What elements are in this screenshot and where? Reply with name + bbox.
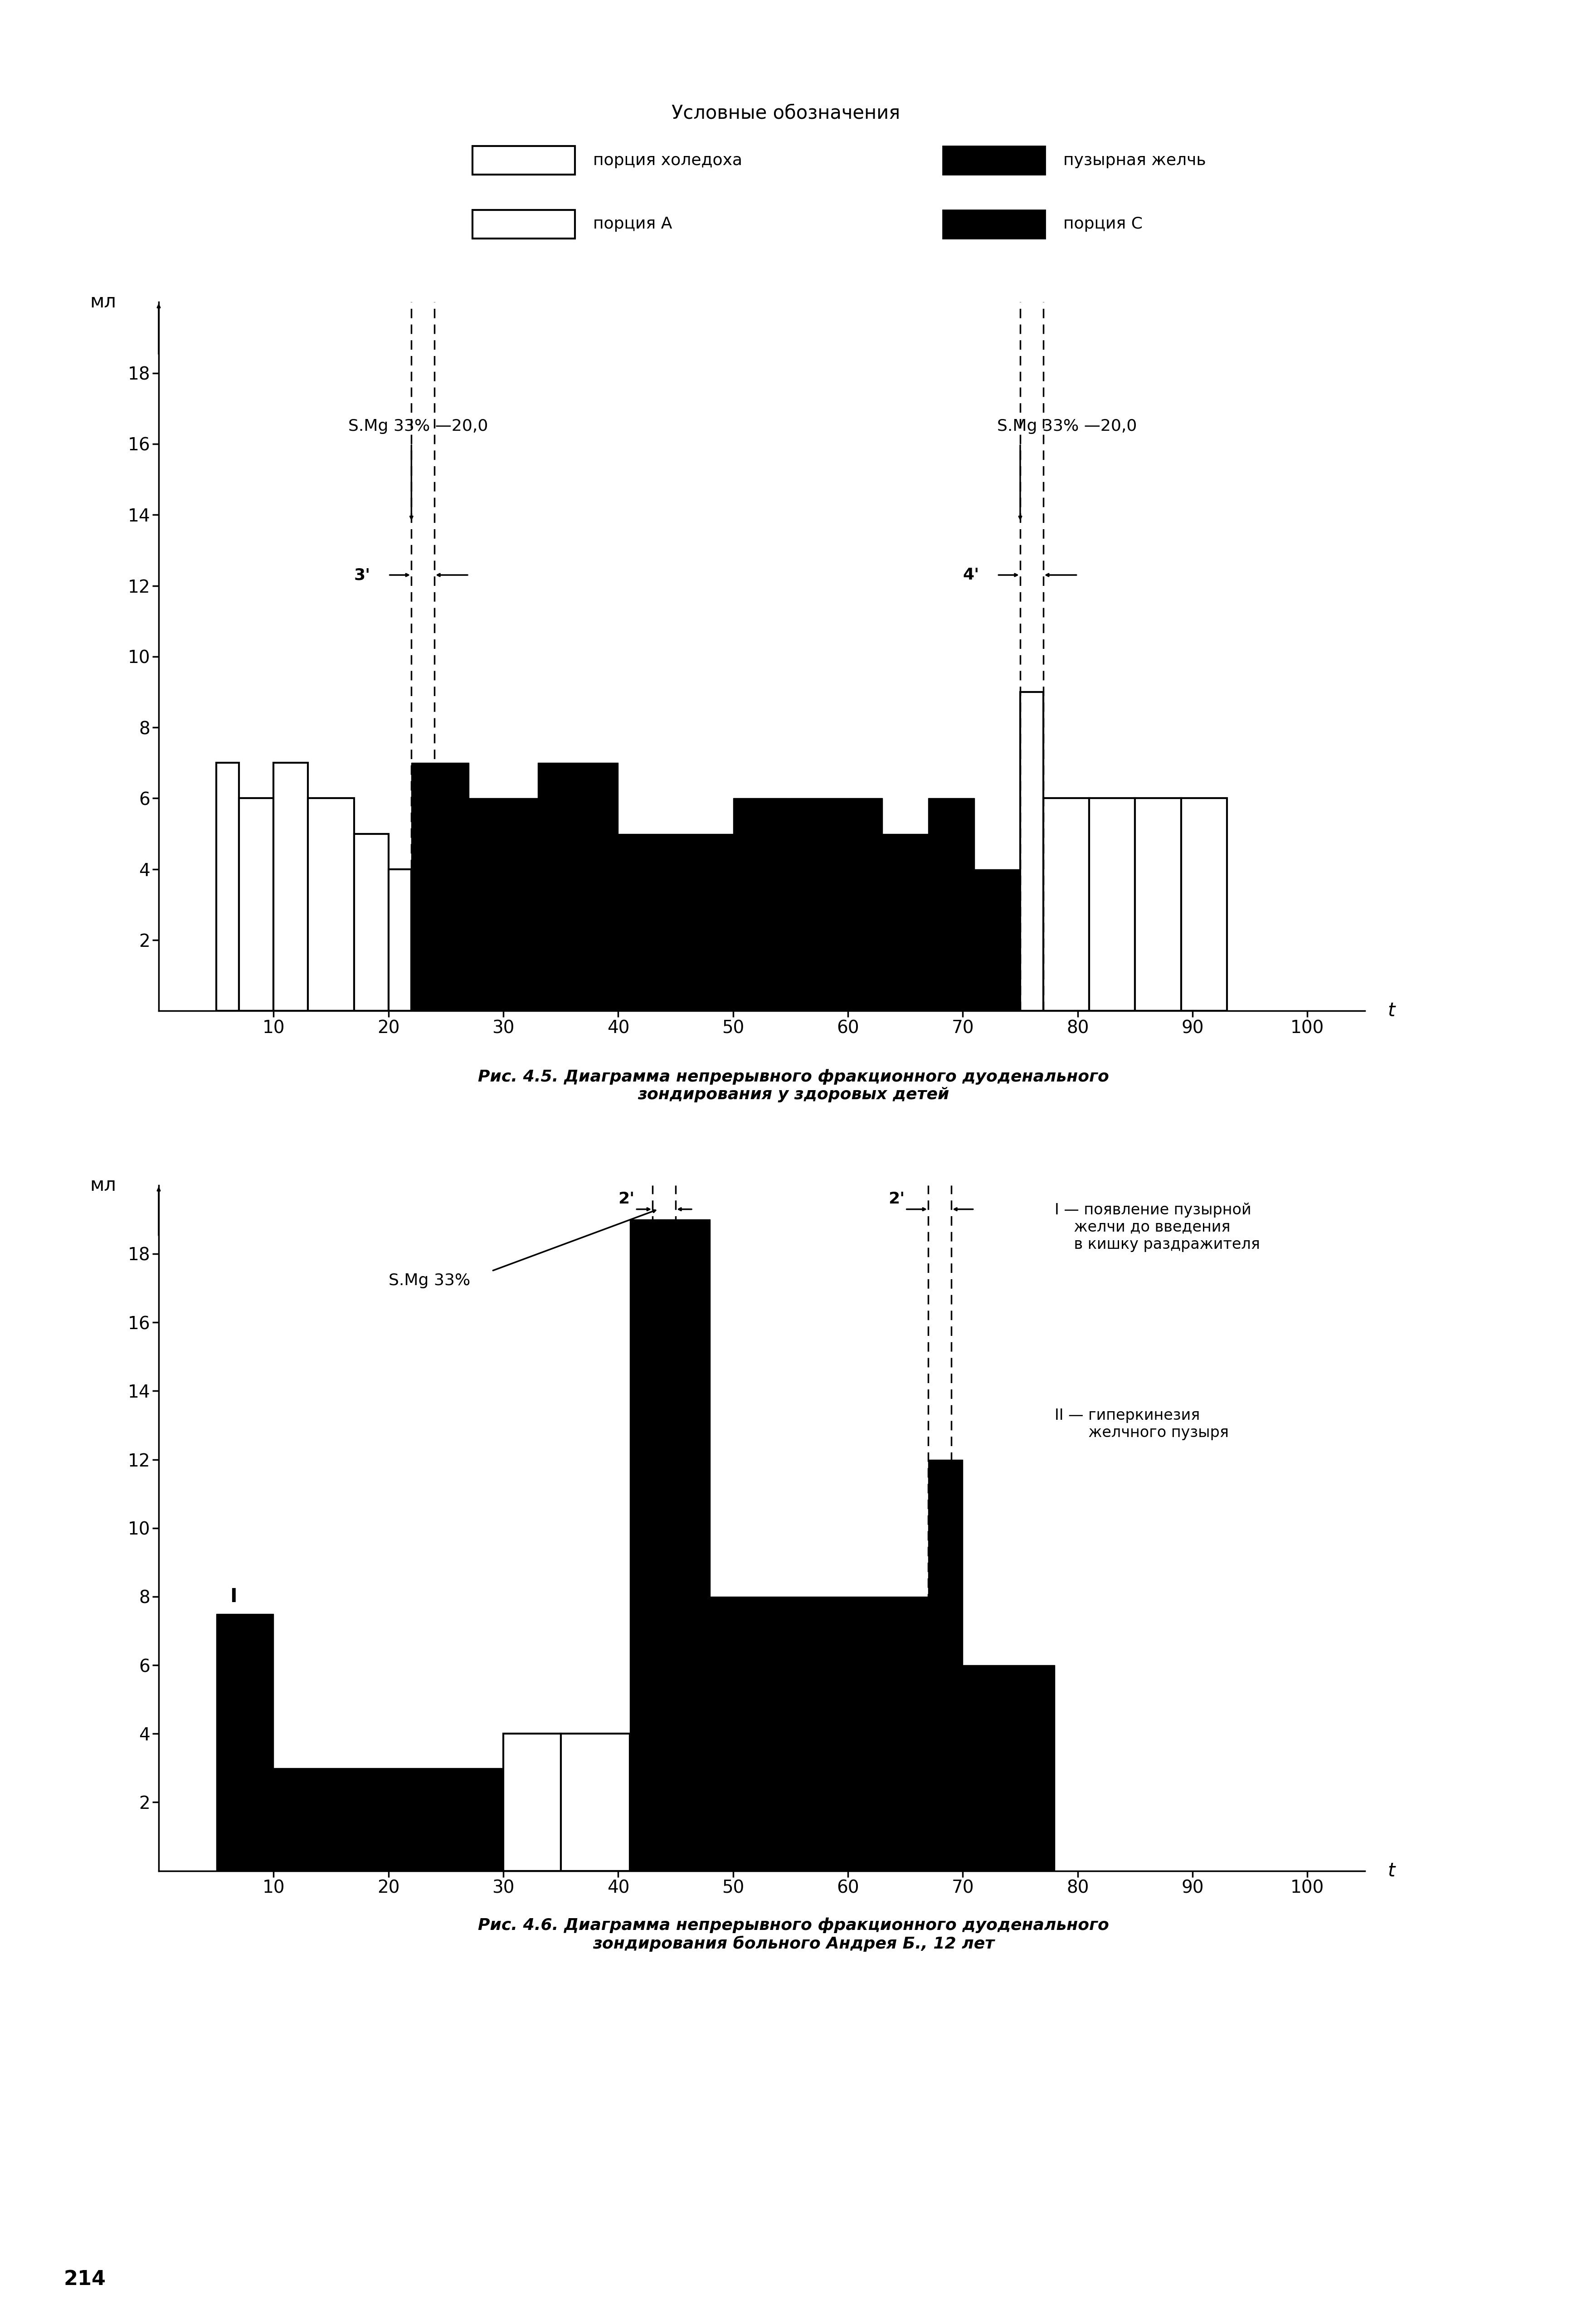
Bar bbox=[882, 834, 928, 1011]
Bar bbox=[560, 1734, 630, 1871]
Bar bbox=[847, 799, 882, 1011]
Text: Рис. 4.6. Диаграмма непрерывного фракционного дуоденального
зондирования больног: Рис. 4.6. Диаграмма непрерывного фракцио… bbox=[478, 1917, 1109, 1952]
Bar bbox=[663, 1220, 709, 1871]
Bar bbox=[928, 799, 974, 1011]
FancyBboxPatch shape bbox=[473, 146, 574, 174]
Text: I: I bbox=[230, 1587, 236, 1606]
Bar bbox=[411, 762, 468, 1011]
Text: 2': 2' bbox=[889, 1192, 905, 1206]
Text: мл: мл bbox=[90, 1176, 116, 1195]
Bar bbox=[503, 1734, 560, 1871]
Text: мл: мл bbox=[90, 293, 116, 311]
Text: S.Mg 33% —20,0: S.Mg 33% —20,0 bbox=[997, 418, 1136, 435]
Text: порция А: порция А bbox=[594, 216, 671, 232]
Text: 2': 2' bbox=[619, 1192, 635, 1206]
Bar bbox=[630, 1220, 663, 1871]
Text: 214: 214 bbox=[63, 2271, 106, 2289]
Bar bbox=[308, 1769, 503, 1871]
Text: порция холедоха: порция холедоха bbox=[594, 153, 743, 167]
Text: пузырная желчь: пузырная желчь bbox=[1063, 153, 1206, 167]
Bar bbox=[676, 834, 733, 1011]
Text: 4': 4' bbox=[963, 567, 979, 583]
Text: S.Mg 33% —20,0: S.Mg 33% —20,0 bbox=[348, 418, 489, 435]
Bar bbox=[216, 762, 240, 1011]
Text: S.Mg 33%: S.Mg 33% bbox=[389, 1274, 470, 1287]
Bar bbox=[974, 869, 1020, 1011]
Bar bbox=[1135, 799, 1181, 1011]
Bar bbox=[790, 799, 847, 1011]
Bar bbox=[1089, 799, 1135, 1011]
Bar bbox=[273, 1769, 308, 1871]
Bar bbox=[216, 1613, 273, 1871]
Bar bbox=[997, 1664, 1055, 1871]
Bar bbox=[354, 834, 389, 1011]
Bar bbox=[768, 1597, 847, 1871]
Text: I — появление пузырной
    желчи до введения
    в кишку раздражителя: I — появление пузырной желчи до введения… bbox=[1055, 1202, 1260, 1253]
Bar bbox=[468, 799, 538, 1011]
Bar bbox=[847, 1597, 928, 1871]
Text: 3': 3' bbox=[354, 567, 370, 583]
Bar bbox=[1043, 799, 1089, 1011]
Bar bbox=[389, 869, 411, 1011]
FancyBboxPatch shape bbox=[943, 146, 1046, 174]
Bar bbox=[240, 799, 273, 1011]
Text: t: t bbox=[1387, 1862, 1395, 1880]
Bar bbox=[709, 1597, 768, 1871]
Bar bbox=[928, 1459, 963, 1871]
Bar bbox=[538, 762, 619, 1011]
Text: II — гиперкинезия
       желчного пузыря: II — гиперкинезия желчного пузыря bbox=[1055, 1408, 1228, 1441]
FancyBboxPatch shape bbox=[943, 209, 1046, 239]
Text: порция С: порция С bbox=[1063, 216, 1143, 232]
Bar bbox=[733, 799, 790, 1011]
Bar bbox=[308, 799, 354, 1011]
Bar bbox=[1181, 799, 1227, 1011]
Text: II: II bbox=[668, 1278, 682, 1297]
Bar bbox=[963, 1664, 997, 1871]
Bar bbox=[619, 834, 676, 1011]
Bar bbox=[1020, 693, 1043, 1011]
Text: t: t bbox=[1387, 1002, 1395, 1020]
Text: Условные обозначения: Условные обозначения bbox=[671, 105, 900, 123]
Text: Рис. 4.5. Диаграмма непрерывного фракционного дуоденального
зондирования у здоро: Рис. 4.5. Диаграмма непрерывного фракцио… bbox=[478, 1069, 1109, 1102]
FancyBboxPatch shape bbox=[473, 209, 574, 239]
Bar bbox=[273, 762, 308, 1011]
